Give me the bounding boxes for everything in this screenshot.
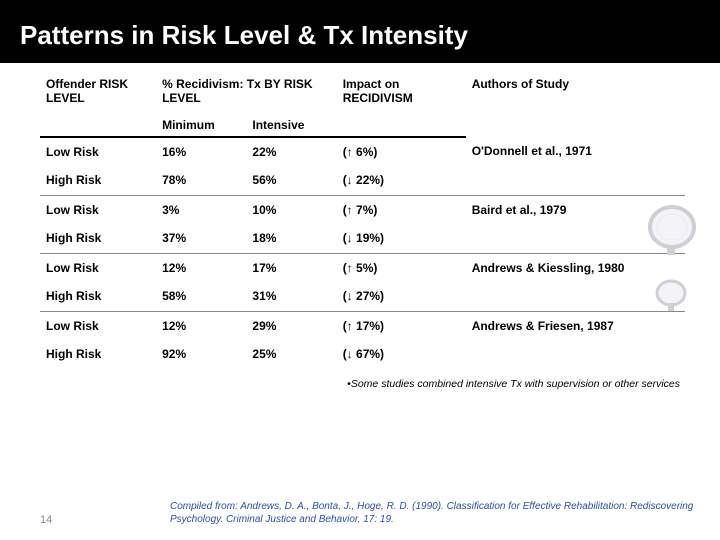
cell-impact: (↑ 5%) (337, 254, 466, 283)
cell-risk: Low Risk (40, 312, 156, 341)
table-row: Low Risk12%29%(↑ 17%)Andrews & Friesen, … (40, 312, 685, 341)
cell-min: 16% (156, 137, 246, 166)
cell-authors: O'Donnell et al., 1971 (466, 137, 685, 194)
cell-int: 17% (246, 254, 336, 283)
cell-impact: (↑ 7%) (337, 196, 466, 225)
cell-min: 12% (156, 312, 246, 341)
cell-min: 58% (156, 282, 246, 310)
cell-risk: Low Risk (40, 196, 156, 225)
cell-min: 92% (156, 340, 246, 368)
cell-min: 78% (156, 166, 246, 194)
recidivism-table: Offender RISK LEVEL % Recidivism: Tx BY … (40, 63, 685, 368)
cell-int: 56% (246, 166, 336, 194)
table-body: Low Risk16%22%(↑ 6%)O'Donnell et al., 19… (40, 137, 685, 368)
cell-risk: High Risk (40, 282, 156, 310)
citation: Compiled from: Andrews, D. A., Bonta, J.… (170, 500, 700, 526)
cell-impact: (↓ 19%) (337, 224, 466, 252)
cell-impact: (↓ 22%) (337, 166, 466, 194)
table-row: Low Risk16%22%(↑ 6%)O'Donnell et al., 19… (40, 137, 685, 166)
cell-risk: High Risk (40, 224, 156, 252)
subcol-intensive: Intensive (246, 112, 336, 137)
cell-int: 31% (246, 282, 336, 310)
cell-min: 3% (156, 196, 246, 225)
cell-int: 29% (246, 312, 336, 341)
col-impact: Impact on RECIDIVISM (337, 63, 466, 112)
cell-impact: (↓ 27%) (337, 282, 466, 310)
cell-impact: (↑ 17%) (337, 312, 466, 341)
cell-int: 10% (246, 196, 336, 225)
cell-impact: (↑ 6%) (337, 137, 466, 166)
cell-min: 37% (156, 224, 246, 252)
magnifier-icon (640, 205, 700, 325)
col-recidivism: % Recidivism: Tx BY RISK LEVEL (156, 63, 337, 112)
cell-int: 18% (246, 224, 336, 252)
data-table-wrap: Offender RISK LEVEL % Recidivism: Tx BY … (0, 63, 720, 368)
cell-risk: Low Risk (40, 254, 156, 283)
cell-int: 22% (246, 137, 336, 166)
col-authors: Authors of Study (466, 63, 685, 112)
footer: 14 Compiled from: Andrews, D. A., Bonta,… (40, 500, 700, 526)
cell-impact: (↓ 67%) (337, 340, 466, 368)
cell-min: 12% (156, 254, 246, 283)
footnote: •Some studies combined intensive Tx with… (0, 368, 720, 390)
cell-risk: Low Risk (40, 137, 156, 166)
slide-title: Patterns in Risk Level & Tx Intensity (0, 0, 720, 63)
cell-risk: High Risk (40, 166, 156, 194)
table-row: Low Risk12%17%(↑ 5%)Andrews & Kiessling,… (40, 254, 685, 283)
cell-int: 25% (246, 340, 336, 368)
page-number: 14 (40, 514, 170, 526)
col-offender: Offender RISK LEVEL (40, 63, 156, 112)
subcol-minimum: Minimum (156, 112, 246, 137)
table-row: Low Risk 3%10%(↑ 7%)Baird et al., 1979 (40, 196, 685, 225)
cell-risk: High Risk (40, 340, 156, 368)
